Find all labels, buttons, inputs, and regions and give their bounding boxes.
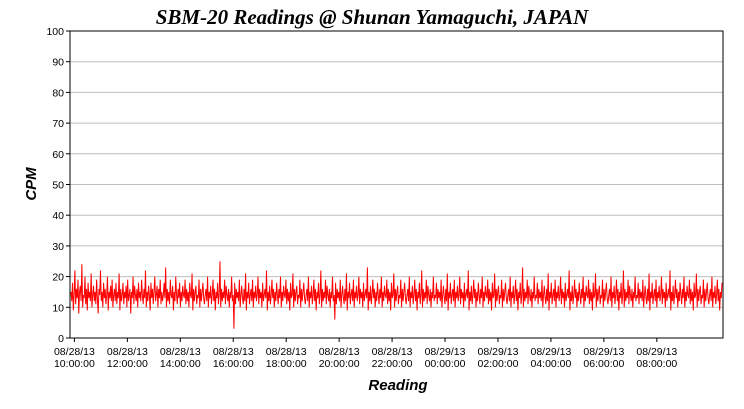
x-tick-label-time: 14:00:00 bbox=[160, 358, 201, 370]
series-line-cpm bbox=[70, 261, 723, 329]
x-tick-label-date: 08/28/13 bbox=[266, 346, 307, 358]
x-tick-label-date: 08/28/13 bbox=[319, 346, 360, 358]
x-axis-label: Reading bbox=[368, 377, 427, 394]
x-tick-label-date: 08/28/13 bbox=[160, 346, 201, 358]
x-tick-label-time: 12:00:00 bbox=[107, 358, 148, 370]
x-tick-label-time: 06:00:00 bbox=[583, 358, 624, 370]
x-tick-label-time: 00:00:00 bbox=[425, 358, 466, 370]
x-tick-label-time: 04:00:00 bbox=[530, 358, 571, 370]
y-tick-label: 100 bbox=[46, 26, 64, 38]
y-tick-label: 90 bbox=[52, 57, 64, 69]
y-tick-label: 20 bbox=[52, 272, 64, 284]
x-tick-label-date: 08/29/13 bbox=[583, 346, 624, 358]
y-tick-label: 30 bbox=[52, 241, 64, 253]
x-tick-label-time: 10:00:00 bbox=[54, 358, 95, 370]
x-tick-label-date: 08/28/13 bbox=[372, 346, 413, 358]
grid-lines bbox=[70, 61, 723, 308]
y-tick-label: 70 bbox=[52, 118, 64, 130]
y-tick-label: 0 bbox=[58, 333, 64, 345]
y-axis-ticks: 0 10 20 30 40 50 60 70 80 90 100 bbox=[46, 26, 70, 345]
y-tick-label: 40 bbox=[52, 210, 64, 222]
chart-title: SBM-20 Readings @ Shunan Yamaguchi, JAPA… bbox=[156, 5, 589, 29]
x-tick-label-date: 08/28/13 bbox=[54, 346, 95, 358]
x-tick-label-time: 02:00:00 bbox=[478, 358, 519, 370]
x-tick-label-date: 08/29/13 bbox=[530, 346, 571, 358]
y-tick-label: 60 bbox=[52, 149, 64, 161]
x-tick-label-time: 20:00:00 bbox=[319, 358, 360, 370]
x-tick-label-date: 08/28/13 bbox=[107, 346, 148, 358]
x-tick-label-time: 18:00:00 bbox=[266, 358, 307, 370]
x-tick-label-date: 08/28/13 bbox=[213, 346, 254, 358]
y-tick-label: 10 bbox=[52, 302, 64, 314]
x-axis-ticks: 08/28/1310:00:0008/28/1312:00:0008/28/13… bbox=[54, 338, 677, 370]
plot-frame bbox=[69, 30, 724, 339]
x-tick-label-date: 08/29/13 bbox=[425, 346, 466, 358]
y-axis-label: CPM bbox=[23, 167, 40, 201]
x-tick-label-date: 08/29/13 bbox=[478, 346, 519, 358]
y-tick-label: 50 bbox=[52, 180, 64, 192]
y-tick-label: 80 bbox=[52, 87, 64, 99]
x-tick-label-time: 08:00:00 bbox=[636, 358, 677, 370]
x-tick-label-date: 08/29/13 bbox=[636, 346, 677, 358]
x-tick-label-time: 16:00:00 bbox=[213, 358, 254, 370]
x-tick-label-time: 22:00:00 bbox=[372, 358, 413, 370]
